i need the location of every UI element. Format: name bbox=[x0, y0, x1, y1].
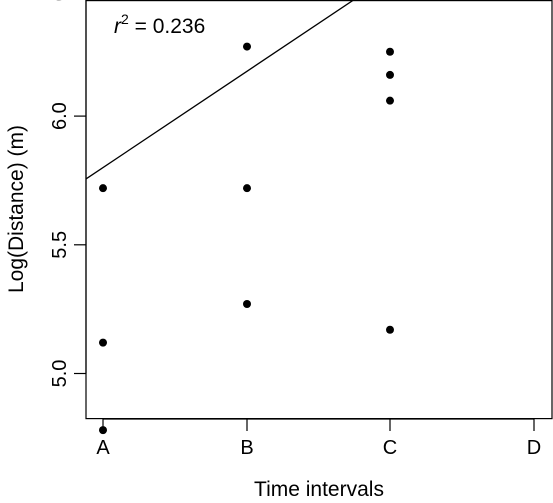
data-point bbox=[243, 42, 251, 51]
r-exponent: 2 bbox=[121, 11, 129, 27]
regression-line bbox=[85, 0, 355, 180]
data-point bbox=[243, 184, 251, 193]
x-tick-label: B bbox=[240, 437, 253, 459]
y-tick-label: 5.5 bbox=[49, 231, 71, 259]
y-axis-title: Log(Distance) (m) bbox=[5, 125, 28, 293]
r-squared-annotation: r2 = 0.236 bbox=[114, 11, 205, 38]
plot-frame bbox=[85, 0, 553, 420]
y-tick-label: 6.5 bbox=[49, 0, 71, 1]
y-axis: 5.05.56.06.57.07.5 bbox=[49, 0, 87, 388]
x-axis-title: Time intervals bbox=[254, 478, 384, 501]
y-tick-label: 5.0 bbox=[49, 360, 71, 388]
x-tick-label: A bbox=[96, 437, 110, 459]
data-point bbox=[386, 47, 394, 56]
data-point bbox=[99, 426, 107, 435]
x-tick-label: D bbox=[527, 437, 541, 459]
data-point bbox=[386, 96, 394, 105]
data-points bbox=[99, 42, 394, 435]
x-tick-label: C bbox=[383, 437, 397, 459]
data-point bbox=[386, 325, 394, 334]
data-point bbox=[99, 184, 107, 193]
x-axis: A B C D bbox=[96, 418, 541, 459]
r-symbol: r bbox=[114, 15, 122, 38]
data-point bbox=[99, 338, 107, 347]
y-tick-label: 6.0 bbox=[49, 102, 71, 130]
data-point bbox=[386, 70, 394, 79]
data-point bbox=[243, 300, 251, 309]
r-value: = 0.236 bbox=[129, 15, 205, 38]
